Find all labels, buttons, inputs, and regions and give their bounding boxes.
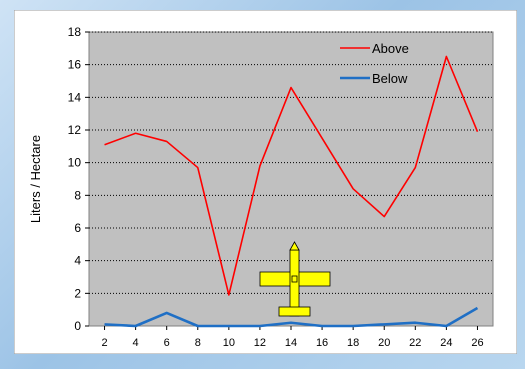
- y-tick-label: 6: [74, 221, 81, 235]
- x-axis-ticks: 2 4 6 8 10 12 14 16 18 20 22 24 26: [101, 326, 484, 349]
- y-tick-label: 8: [74, 188, 81, 202]
- series-lines: [104, 55, 479, 328]
- y-axis-ticks: 0 2 4 6 8 10 12 14 16 18: [68, 25, 89, 333]
- y-tick-label: 2: [74, 286, 81, 300]
- y-tick-label: 12: [68, 123, 82, 137]
- x-tick-label: 12: [254, 337, 266, 349]
- x-tick-label: 24: [440, 337, 452, 349]
- airplane-icon: [259, 241, 331, 317]
- y-tick-label: 18: [68, 25, 82, 39]
- y-tick-label: 14: [68, 90, 82, 104]
- y-tick-label: 4: [74, 254, 81, 268]
- chart-panel: 0 2 4 6 8 10 12 14 16 18 2 4 6 8 10 12 14 16 18 20 22 24 26 L…: [13, 9, 518, 355]
- x-tick-label: 16: [316, 337, 328, 349]
- x-tick-label: 8: [195, 337, 201, 349]
- y-tick-label: 16: [68, 58, 82, 72]
- x-tick-label: 2: [101, 337, 107, 349]
- x-tick-label: 4: [133, 337, 139, 349]
- legend-label: Below: [372, 71, 408, 86]
- x-tick-label: 6: [164, 337, 170, 349]
- x-tick-label: 10: [223, 337, 235, 349]
- x-tick-label: 14: [285, 337, 297, 349]
- x-tick-label: 18: [347, 337, 359, 349]
- x-tick-label: 22: [409, 337, 421, 349]
- legend-label: Above: [372, 41, 409, 56]
- y-tick-label: 10: [68, 156, 82, 170]
- x-tick-label: 26: [471, 337, 483, 349]
- y-tick-label: 0: [74, 319, 81, 333]
- x-tick-label: 20: [378, 337, 390, 349]
- legend: Above Below: [340, 41, 409, 86]
- y-axis-label: Liters / Hectare: [28, 135, 43, 223]
